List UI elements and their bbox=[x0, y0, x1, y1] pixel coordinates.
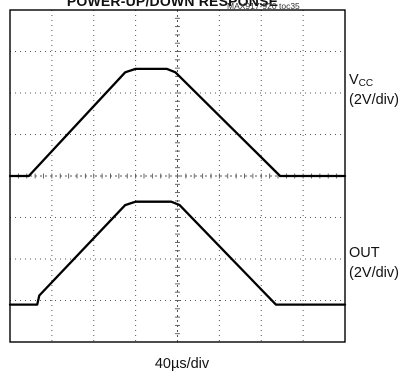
out-trace bbox=[8, 200, 347, 306]
vcc-label: VCC bbox=[349, 72, 373, 92]
vcc-label-main: V bbox=[349, 72, 359, 88]
traces bbox=[8, 67, 347, 306]
grid bbox=[9, 9, 346, 343]
chart-title: POWER-UP/DOWN RESPONSE bbox=[66, 0, 279, 9]
vcc-label-sub: CC bbox=[358, 78, 374, 89]
plot-frame bbox=[9, 9, 346, 343]
out-label: OUT bbox=[349, 245, 380, 261]
vcc-trace bbox=[8, 67, 347, 178]
vcc-scale-label: (2V/div) bbox=[349, 92, 399, 108]
out-scale-label: (2V/div) bbox=[349, 265, 399, 281]
figure-id: MAX917-920 toc35 bbox=[227, 1, 300, 11]
timebase-label: 40µs/div bbox=[154, 356, 210, 372]
